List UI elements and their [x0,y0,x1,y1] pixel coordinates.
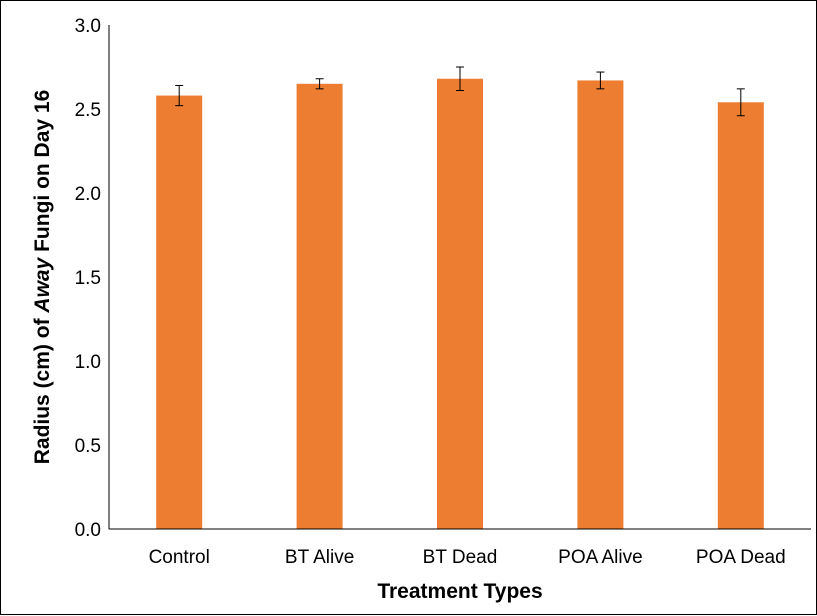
y-tick-label: 3.0 [75,16,101,37]
y-tick-label: 2.0 [75,184,101,205]
x-tick-label: Control [149,547,210,568]
bar-control [156,95,203,529]
x-tick-label: BT Dead [423,547,498,568]
x-tick-labels: Control BT Alive BT Dead POA Alive POA Dead [149,547,786,568]
x-tick-label: BT Alive [285,547,354,568]
bar-bt-dead [437,78,483,529]
y-axis-title-part-2: Away [31,256,54,313]
bar-poa-dead [717,102,764,529]
y-axis-title-part-3: Fungi on Day 16 [31,90,54,258]
error-bar-bt-dead [456,66,464,92]
error-bar-poa-dead [736,88,745,117]
y-tick-labels: 0.0 0.5 1.0 1.5 2.0 2.5 3.0 [75,16,101,541]
y-axis-title: Radius (cm) of Away Fungi on Day 16 [31,90,54,465]
error-bar-poa-alive [596,71,605,90]
bar-poa-alive [577,80,624,529]
error-bars-group [175,66,745,117]
error-bar-bt-alive [315,78,324,90]
error-bar-control [175,84,184,107]
bars-group [156,78,764,530]
y-tick-label: 2.5 [75,100,101,121]
x-tick-label: POA Alive [558,547,643,568]
y-tick-label: 0.0 [75,520,101,541]
x-tick-label: POA Dead [696,547,786,568]
y-tick-label: 1.0 [75,352,101,373]
bar-bt-alive [296,83,343,530]
y-tick-label: 0.5 [75,436,101,457]
y-axis-title-part-1: Radius (cm) of [31,313,54,465]
y-tick-label: 1.5 [75,268,101,289]
x-axis-title: Treatment Types [377,580,542,603]
